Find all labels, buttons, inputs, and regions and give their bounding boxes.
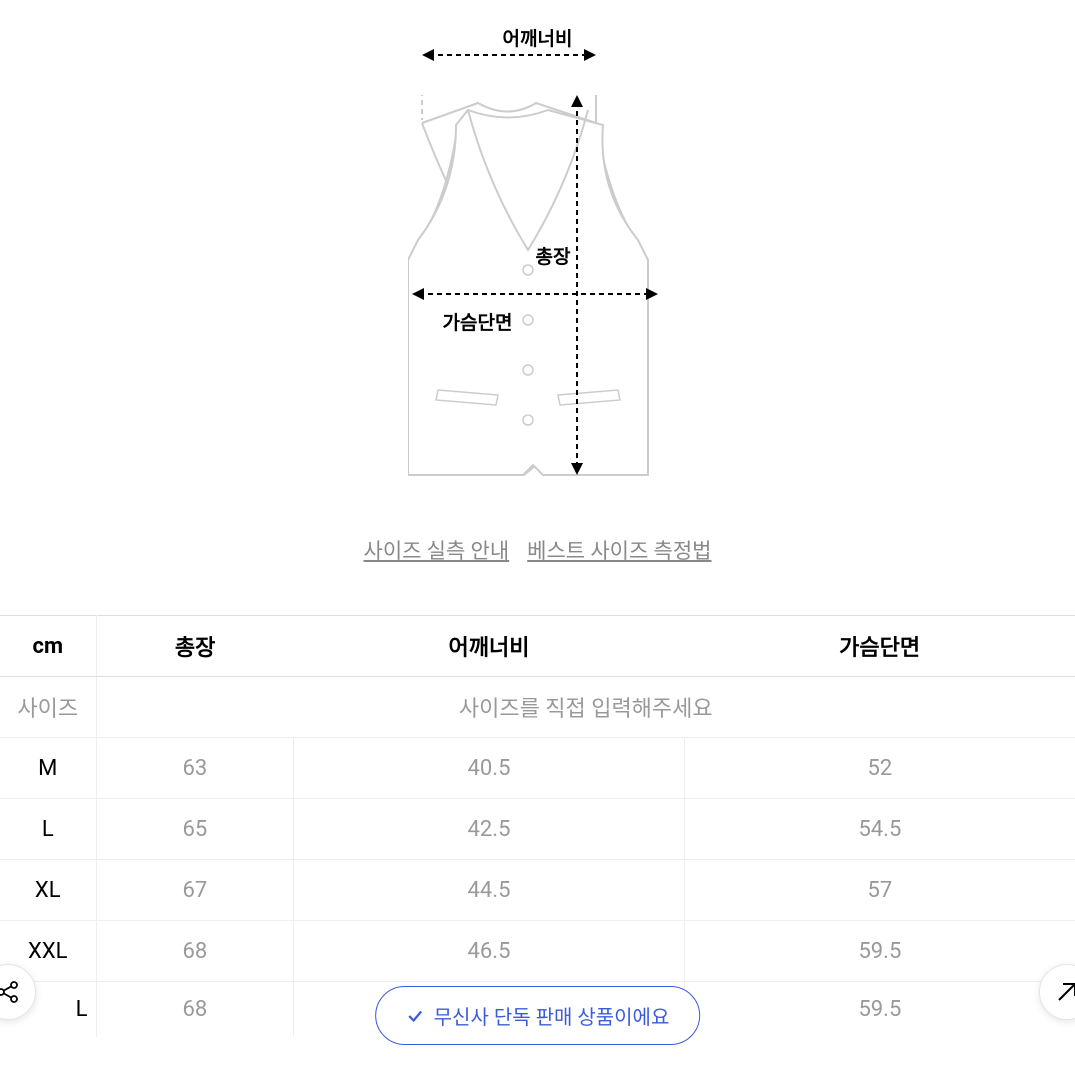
cell-value: 44.5 xyxy=(294,860,685,921)
col-shoulder: 어깨너비 xyxy=(294,616,685,677)
cell-value: 59.5 xyxy=(684,982,1075,1037)
table-header-row: cm 총장 어깨너비 가슴단면 xyxy=(0,616,1075,677)
cell-value: 54.5 xyxy=(684,799,1075,860)
table-row[interactable]: XL 67 44.5 57 xyxy=(0,860,1075,921)
help-links: 사이즈 실측 안내 베스트 사이즈 측정법 xyxy=(0,535,1075,565)
cell-value: 46.5 xyxy=(294,921,685,982)
cell-value: 57 xyxy=(684,860,1075,921)
cell-value: 52 xyxy=(684,738,1075,799)
shoulder-width-label: 어깨너비 xyxy=(503,24,573,51)
chest-width-label: 가슴단면 xyxy=(443,308,513,335)
cell-value: 65 xyxy=(96,799,294,860)
size-label: L xyxy=(0,799,96,860)
custom-size-label: 사이즈 xyxy=(0,677,96,738)
custom-size-input[interactable]: 사이즈를 직접 입력해주세요 xyxy=(96,677,1075,738)
size-label: M xyxy=(0,738,96,799)
cell-value: 59.5 xyxy=(684,921,1075,982)
size-table: cm 총장 어깨너비 가슴단면 사이즈 사이즈를 직접 입력해주세요 M 63 … xyxy=(0,615,1075,1037)
table-row[interactable]: M 63 40.5 52 xyxy=(0,738,1075,799)
measurement-diagram: 어깨너비 총장 xyxy=(0,0,1075,480)
badge-text: 무신사 단독 판매 상품이에요 xyxy=(434,1001,670,1030)
share-icon xyxy=(0,980,20,1004)
table-row[interactable]: XXL 68 46.5 59.5 xyxy=(0,921,1075,982)
measurement-guide-link[interactable]: 사이즈 실측 안내 xyxy=(364,535,510,565)
exclusive-badge: 무신사 단독 판매 상품이에요 xyxy=(375,986,701,1045)
chest-arrow-icon xyxy=(412,287,658,301)
col-chest: 가슴단면 xyxy=(684,616,1075,677)
length-arrow-icon xyxy=(570,95,584,475)
size-label: XL xyxy=(0,860,96,921)
cell-value: 68 xyxy=(96,921,294,982)
cell-value: 67 xyxy=(96,860,294,921)
total-length-label: 총장 xyxy=(536,242,571,269)
arrow-up-icon xyxy=(1055,980,1075,1004)
custom-size-row[interactable]: 사이즈 사이즈를 직접 입력해주세요 xyxy=(0,677,1075,738)
cell-value: 63 xyxy=(96,738,294,799)
shoulder-arrow-icon xyxy=(422,48,596,62)
col-length: 총장 xyxy=(96,616,294,677)
check-icon xyxy=(406,1007,424,1025)
cell-value: 40.5 xyxy=(294,738,685,799)
col-unit: cm xyxy=(0,616,96,677)
table-row[interactable]: L 65 42.5 54.5 xyxy=(0,799,1075,860)
best-size-method-link[interactable]: 베스트 사이즈 측정법 xyxy=(527,535,711,565)
cell-value: 68 xyxy=(96,982,294,1037)
cell-value: 42.5 xyxy=(294,799,685,860)
